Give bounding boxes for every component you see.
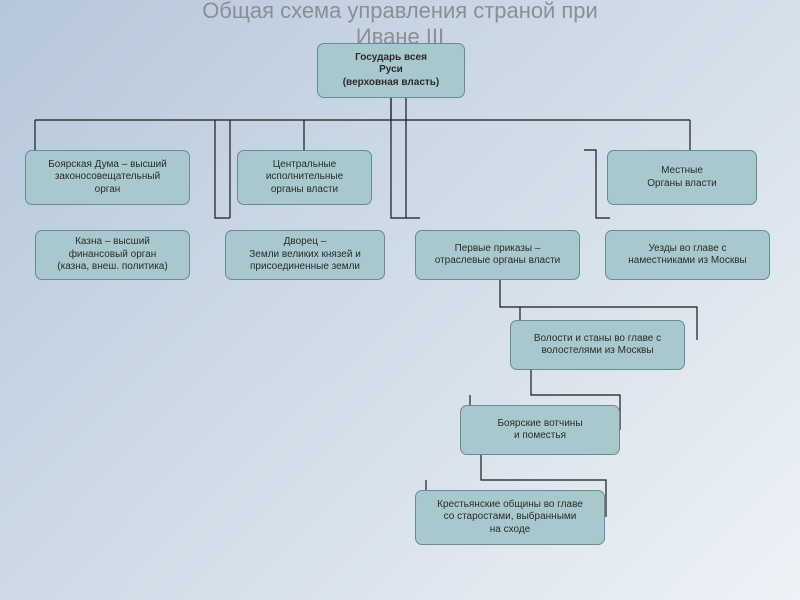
title-line-1: Общая схема управления страной при	[202, 0, 598, 23]
node-volosti-label: Волости и станы во главе сволостелями из…	[534, 333, 661, 358]
node-prikazy: Первые приказы –отраслевые органы власти	[415, 230, 580, 280]
node-obshchiny-label: Крестьянские общины во главесо старостам…	[437, 499, 583, 537]
node-central_exec: Центральныеисполнительныеорганы власти	[237, 150, 372, 205]
node-local_auth-label: МестныеОрганы власти	[647, 165, 716, 190]
node-kazna: Казна – высшийфинансовый орган(казна, вн…	[35, 230, 190, 280]
node-uezdy: Уезды во главе снаместниками из Москвы	[605, 230, 770, 280]
node-volosti: Волости и станы во главе сволостелями из…	[510, 320, 685, 370]
node-local_auth: МестныеОрганы власти	[607, 150, 757, 205]
node-dvorets: Дворец –Земли великих князей иприсоедине…	[225, 230, 385, 280]
node-sovereign: Государь всеяРуси(верховная власть)	[317, 43, 465, 98]
node-sovereign-label: Государь всеяРуси(верховная власть)	[343, 52, 440, 90]
node-obshchiny: Крестьянские общины во главесо старостам…	[415, 490, 605, 545]
node-votchiny-label: Боярские вотчиныи поместья	[497, 418, 582, 443]
node-kazna-label: Казна – высшийфинансовый орган(казна, вн…	[57, 236, 167, 274]
node-uezdy-label: Уезды во главе снаместниками из Москвы	[628, 243, 746, 268]
node-dvorets-label: Дворец –Земли великих князей иприсоедине…	[249, 236, 361, 274]
node-prikazy-label: Первые приказы –отраслевые органы власти	[435, 243, 561, 268]
node-central_exec-label: Центральныеисполнительныеорганы власти	[266, 159, 343, 197]
node-boyar_duma-label: Боярская Дума – высшийзаконосовещательны…	[48, 159, 167, 197]
node-votchiny: Боярские вотчиныи поместья	[460, 405, 620, 455]
node-boyar_duma: Боярская Дума – высшийзаконосовещательны…	[25, 150, 190, 205]
